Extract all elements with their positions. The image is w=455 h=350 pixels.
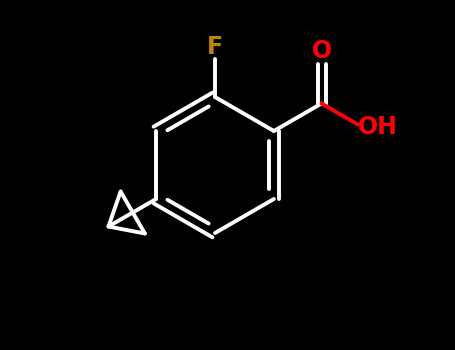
Text: O: O [312,40,332,63]
Text: OH: OH [358,114,398,139]
Text: F: F [207,35,223,59]
